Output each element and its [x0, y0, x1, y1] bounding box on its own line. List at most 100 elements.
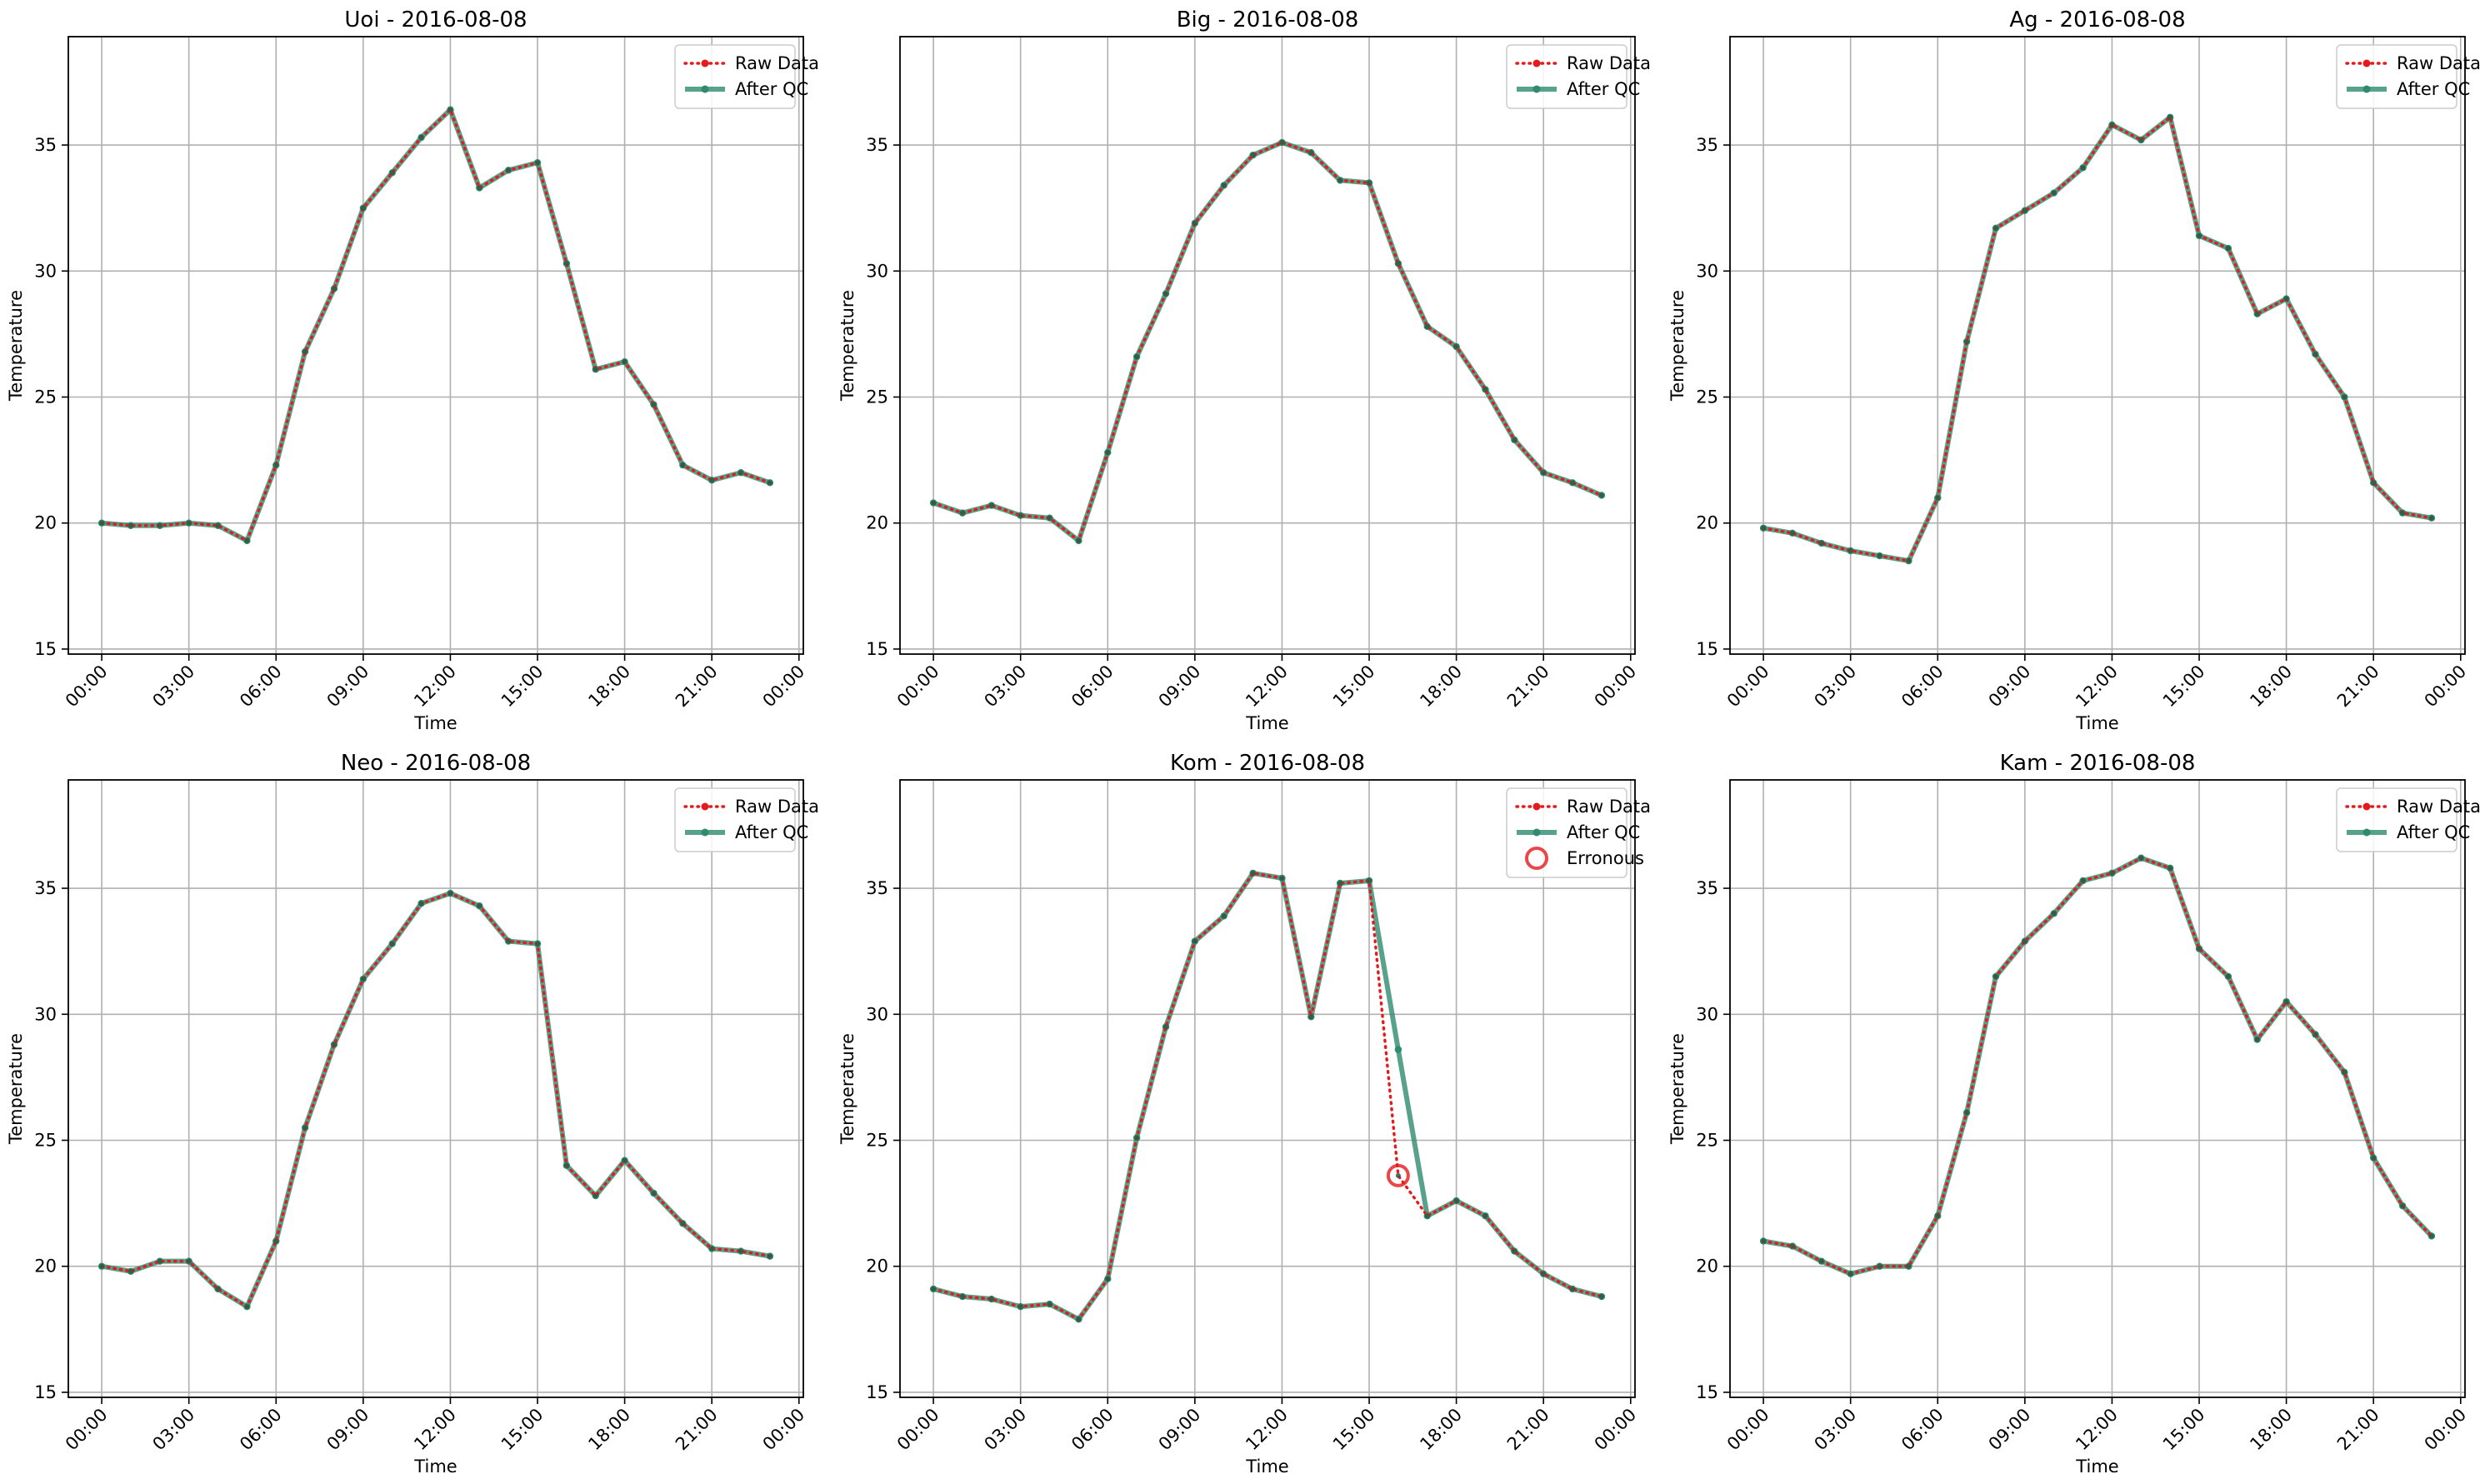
- raw-data-point: [1877, 1263, 1882, 1269]
- raw-data-point: [331, 286, 337, 292]
- raw-data-point: [2428, 1233, 2434, 1239]
- raw-data-point: [2428, 515, 2434, 521]
- x-tick-label: 06:00: [1068, 1405, 1118, 1455]
- raw-data-point: [2283, 296, 2289, 302]
- raw-data-point: [128, 1268, 133, 1274]
- raw-data-point: [215, 1286, 221, 1292]
- panel-3: Ag - 2016-08-08 00:00 03:00 06:00 09:00 12:00…: [1668, 7, 2481, 733]
- raw-data-point: [1992, 225, 1998, 231]
- y-tick-label: 20: [866, 1257, 888, 1277]
- y-tick-label: 20: [1696, 513, 1718, 533]
- y-tick-label: 35: [34, 135, 57, 155]
- panel-6: Kam - 2016-08-08 00:00 03:00 06:00 09:00 12:0…: [1668, 751, 2481, 1477]
- x-tick-label: 09:00: [1985, 662, 2035, 712]
- raw-data-point: [302, 1125, 308, 1131]
- raw-data-point: [1424, 1213, 1430, 1219]
- raw-data-point: [1105, 450, 1111, 456]
- x-tick-label: 15:00: [2159, 1405, 2209, 1455]
- x-tick-label: 00:00: [2421, 1405, 2471, 1455]
- legend-marker-qc: [701, 828, 709, 837]
- raw-data-point: [738, 1248, 744, 1254]
- panel-title: Kom - 2016-08-08: [1170, 751, 1365, 776]
- raw-data-point: [2400, 510, 2406, 516]
- y-axis-label: Temperature: [1668, 1033, 1688, 1145]
- raw-data-point: [2283, 999, 2289, 1005]
- legend-marker-raw: [701, 59, 709, 67]
- raw-data-point: [1192, 938, 1198, 944]
- legend-marker-raw: [701, 802, 709, 811]
- y-axis-label: Temperature: [1668, 290, 1688, 402]
- grid: [68, 37, 803, 654]
- raw-data-point: [302, 349, 308, 355]
- raw-data-point: [477, 185, 482, 191]
- raw-data-point: [1134, 1135, 1140, 1141]
- raw-data-point: [273, 1238, 279, 1244]
- raw-data-point: [2080, 165, 2086, 171]
- series-after-qc: [1759, 113, 2436, 565]
- y-tick-label: 35: [1696, 878, 1718, 898]
- legend-marker-raw: [1532, 59, 1541, 67]
- raw-data-point: [2254, 311, 2260, 317]
- x-tick-label: 03:00: [980, 662, 1030, 712]
- legend-label: After QC: [2397, 79, 2470, 99]
- plot-frame: [899, 779, 1636, 1398]
- x-tick-label: 21:00: [672, 1405, 722, 1455]
- raw-data-point: [448, 107, 453, 112]
- legend: Raw Data After QC: [1506, 44, 1651, 109]
- raw-data-point: [959, 510, 965, 516]
- x-tick-label: 00:00: [62, 662, 112, 712]
- x-tick-label: 00:00: [1723, 1405, 1773, 1455]
- raw-data-point: [931, 1286, 937, 1292]
- y-tick-label: 15: [1696, 639, 1718, 659]
- x-tick-label: 15:00: [1329, 1405, 1379, 1455]
- legend-box: [1506, 787, 1628, 878]
- series-after-qc: [929, 138, 1606, 545]
- panel-title: Neo - 2016-08-08: [341, 751, 531, 776]
- raw-data-point: [2109, 870, 2115, 876]
- after-qc-line: [1762, 855, 2434, 1277]
- panel-title: Kam - 2016-08-08: [2000, 751, 2196, 776]
- raw-data-point: [1162, 1024, 1168, 1030]
- legend: Raw Data After QC: [674, 44, 819, 109]
- legend-label: After QC: [1567, 822, 1640, 842]
- raw-data-point: [2254, 1037, 2260, 1042]
- x-tick-label: 21:00: [1503, 1405, 1553, 1455]
- legend-marker-qc: [2362, 828, 2371, 837]
- x-tick-label: 00:00: [759, 662, 809, 712]
- after-qc-line: [932, 870, 1602, 1322]
- x-tick-label: 00:00: [759, 1405, 809, 1455]
- grid: [1730, 37, 2465, 654]
- x-axis-label: Time: [413, 1457, 457, 1477]
- raw-data-point: [360, 205, 366, 211]
- x-tick-label: 09:00: [1155, 662, 1205, 712]
- raw-data-point: [1047, 1302, 1052, 1307]
- y-tick-label: 30: [866, 261, 888, 281]
- raw-data-point: [1018, 1304, 1023, 1310]
- raw-data-point: [2225, 973, 2231, 979]
- raw-data-point: [1308, 1014, 1314, 1020]
- y-axis-label: Temperature: [838, 1033, 858, 1145]
- raw-data-point: [2168, 114, 2173, 120]
- after-qc-line: [101, 891, 771, 1310]
- x-tick-label: 03:00: [1810, 1405, 1860, 1455]
- x-tick-label: 09:00: [1985, 1405, 2035, 1455]
- y-axis-label: Temperature: [6, 1033, 26, 1145]
- plot-frame: [68, 779, 804, 1398]
- x-tick-label: 03:00: [980, 1405, 1030, 1455]
- series-after-qc: [98, 889, 774, 1311]
- legend-label: Raw Data: [2397, 797, 2481, 817]
- y-tick-label: 15: [866, 639, 888, 659]
- raw-data-point: [1134, 354, 1140, 360]
- legend: Raw Data After QC Erronous: [1506, 787, 1651, 878]
- x-tick-label: 15:00: [2159, 662, 2209, 712]
- raw-data-point: [535, 941, 541, 947]
- raw-data-point: [988, 1297, 994, 1302]
- y-tick-label: 25: [866, 1131, 888, 1151]
- raw-data-point: [389, 170, 395, 176]
- raw-data-point: [1105, 1276, 1111, 1282]
- raw-data-point: [1512, 1248, 1518, 1254]
- raw-data-point: [1964, 1110, 1970, 1116]
- y-tick-label: 20: [1696, 1257, 1718, 1277]
- raw-data-point: [1512, 437, 1518, 442]
- x-tick-label: 03:00: [1810, 662, 1860, 712]
